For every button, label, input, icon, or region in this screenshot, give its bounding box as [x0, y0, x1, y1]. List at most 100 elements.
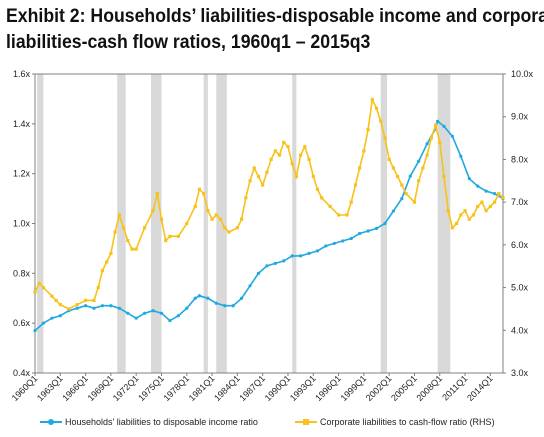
data-point: [315, 187, 320, 191]
data-point: [311, 174, 315, 179]
data-point: [269, 157, 273, 162]
data-point: [159, 217, 164, 221]
data-point: [256, 174, 261, 179]
data-point: [231, 304, 235, 308]
data-point: [391, 166, 395, 170]
data-point: [206, 296, 210, 300]
data-point: [303, 145, 307, 149]
data-point: [202, 192, 206, 196]
data-point: [492, 192, 497, 196]
data-point: [126, 238, 130, 243]
data-point: [92, 306, 96, 310]
axes: 0.4x 0.6x 0.8x 1.0x 1.2x 1.4x 1.6x 3.0x 4.0x 5.0x…: [10, 69, 534, 403]
data-point: [286, 145, 290, 149]
x-tick-label: 1969Q1: [86, 373, 116, 403]
data-point: [480, 200, 484, 204]
data-point: [223, 304, 227, 308]
data-point: [294, 174, 299, 179]
x-tick-label: 2008Q1: [414, 373, 444, 403]
data-point: [400, 183, 404, 187]
data-point: [417, 179, 421, 183]
data-point: [400, 196, 404, 201]
data-point: [450, 226, 455, 230]
data-point: [143, 226, 147, 230]
data-point: [467, 217, 471, 221]
data-point: [307, 157, 311, 162]
data-point: [282, 140, 286, 144]
x-tick-label: 1984Q1: [212, 373, 242, 403]
data-point: [391, 209, 395, 213]
y-left-tick-label: 1.0x: [13, 219, 31, 229]
data-point: [100, 268, 105, 273]
data-point: [176, 234, 180, 238]
data-point: [164, 238, 168, 243]
data-point: [299, 153, 303, 157]
y-right-tick-label: 5.0x: [511, 283, 529, 293]
data-point: [197, 294, 202, 298]
plot-frame: [34, 73, 504, 374]
data-point: [239, 296, 244, 300]
y-left-tick-label: 0.4x: [13, 368, 31, 378]
data-point: [349, 200, 353, 204]
data-point: [126, 311, 130, 315]
data-point: [105, 260, 109, 264]
legend-swatch-households: [40, 417, 62, 427]
data-point: [58, 314, 62, 318]
data-point: [467, 177, 471, 181]
y-right-tick-label: 9.0x: [511, 112, 529, 122]
data-point: [497, 192, 501, 196]
data-point: [417, 159, 421, 163]
data-point: [273, 149, 277, 153]
data-point: [324, 244, 328, 248]
data-point: [143, 311, 147, 315]
data-point: [429, 136, 433, 140]
data-point: [113, 230, 117, 234]
series-households: [33, 119, 505, 333]
data-point: [476, 204, 480, 209]
recession-band: [37, 74, 44, 373]
data-point: [235, 226, 239, 230]
data-point: [438, 140, 442, 144]
data-point: [370, 98, 374, 102]
data-point: [176, 314, 180, 318]
data-point: [421, 166, 425, 170]
data-point: [33, 329, 37, 333]
series-line: [34, 96, 504, 310]
data-point: [248, 179, 252, 183]
data-point: [185, 221, 189, 226]
data-point: [50, 316, 54, 320]
data-point: [383, 221, 387, 226]
data-point: [37, 281, 41, 285]
y-left-tick-label: 0.8x: [13, 268, 31, 278]
data-point: [374, 106, 379, 110]
data-point: [412, 200, 417, 204]
x-tick-label: 2011Q1: [440, 373, 469, 402]
data-point: [455, 221, 459, 226]
data-point: [185, 306, 189, 310]
y-left-tick-label: 1.2x: [13, 169, 31, 179]
recession-band: [150, 74, 162, 373]
data-point: [476, 184, 480, 188]
data-point: [261, 183, 265, 187]
x-tick-label: 1972Q1: [111, 373, 141, 403]
legend: Households' liabilities to disposable in…: [40, 417, 540, 433]
x-tick-label: 1990Q1: [263, 373, 293, 403]
data-point: [109, 304, 113, 308]
data-point: [366, 229, 370, 233]
data-point: [41, 285, 46, 290]
data-point: [471, 213, 476, 217]
data-point: [83, 298, 88, 302]
data-point: [446, 209, 450, 213]
recession-bands: [37, 74, 451, 373]
x-tick-label: 1966Q1: [60, 373, 90, 403]
data-point: [75, 303, 79, 307]
data-point: [408, 174, 412, 178]
data-point: [336, 213, 341, 217]
data-point: [159, 311, 164, 315]
data-point: [328, 204, 332, 209]
data-point: [210, 217, 214, 221]
data-point: [349, 236, 353, 241]
data-point: [168, 234, 172, 238]
data-point: [92, 298, 96, 302]
recession-band: [216, 74, 227, 373]
